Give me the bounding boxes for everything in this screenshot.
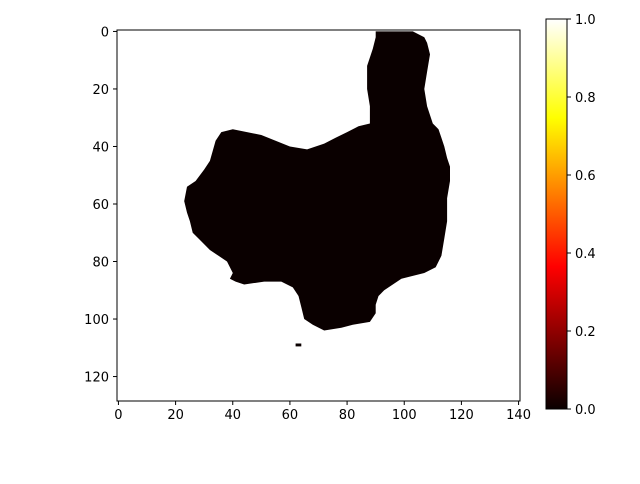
y-tick-label: 80 — [92, 256, 109, 271]
colorbar-tick-label: 0.0 — [575, 403, 596, 418]
x-tick-label: 120 — [449, 408, 474, 423]
y-tick-label: 60 — [92, 198, 109, 213]
y-tick-label: 20 — [92, 83, 109, 98]
x-axis: 0 20 40 60 80 100 120 140 — [114, 401, 531, 423]
colorbar-gradient — [545, 18, 568, 410]
y-tick-label: 0 — [101, 25, 109, 40]
x-tick-label: 0 — [114, 408, 122, 423]
x-tick-label: 40 — [224, 408, 241, 423]
x-tick-label: 20 — [167, 408, 184, 423]
colorbar-tick-label: 0.8 — [575, 91, 596, 106]
mask-speck — [295, 343, 302, 347]
x-tick-label: 80 — [339, 408, 356, 423]
colorbar-tick-label: 0.2 — [575, 325, 596, 340]
colorbar-tick-label: 0.6 — [575, 169, 596, 184]
y-tick-label: 100 — [84, 313, 109, 328]
colorbar: 0.0 0.2 0.4 0.6 0.8 1.0 — [545, 13, 596, 418]
axes-frame — [116, 29, 521, 402]
y-axis: 0 20 40 60 80 100 120 — [84, 25, 117, 386]
y-tick-label: 40 — [92, 140, 109, 155]
x-tick-label: 140 — [506, 408, 531, 423]
colorbar-tick-label: 0.4 — [575, 247, 596, 262]
y-tick-label: 120 — [84, 371, 109, 386]
plot-area — [116, 29, 521, 402]
colorbar-tick-label: 1.0 — [575, 13, 596, 28]
x-tick-label: 60 — [282, 408, 299, 423]
mask-region — [184, 31, 450, 331]
x-tick-label: 100 — [392, 408, 417, 423]
